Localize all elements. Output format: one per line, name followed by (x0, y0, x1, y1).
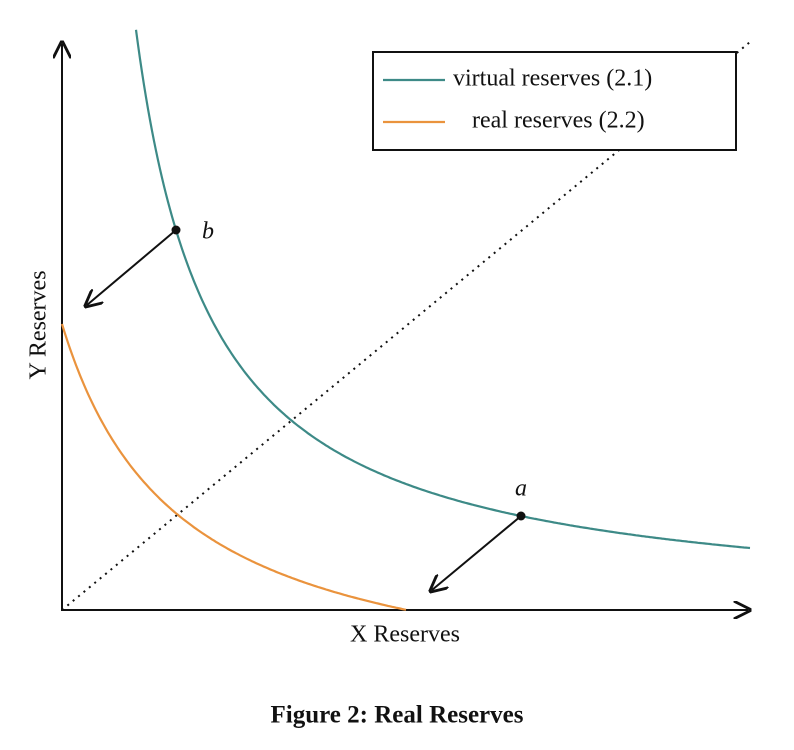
real-curve (60, 323, 407, 611)
point-label: b (202, 219, 214, 245)
virtual-curve (134, 29, 751, 550)
arrow (87, 229, 177, 305)
y-axis-label: Y Reserves (26, 270, 52, 379)
legend-label: virtual reserves (2.1) (453, 66, 652, 92)
legend-box (372, 51, 737, 151)
point-label: a (515, 476, 527, 502)
point (516, 511, 526, 521)
point (171, 225, 181, 235)
x-axis-label: X Reserves (350, 622, 460, 648)
legend-label: real reserves (2.2) (472, 108, 645, 134)
caption: Figure 2: Real Reserves (271, 702, 524, 729)
arrow (432, 515, 522, 590)
